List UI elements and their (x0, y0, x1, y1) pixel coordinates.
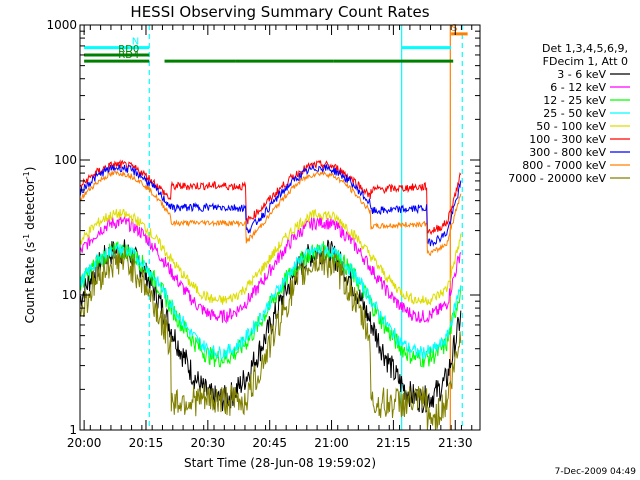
legend-entry-1: 6 - 12 keV (550, 81, 606, 94)
footer-date: 7-Dec-2009 04:49 (555, 467, 637, 477)
ylabel-sup1: -1 (22, 234, 31, 242)
x-tick-label-2: 20:30 (191, 436, 226, 450)
series-line-1 (79, 215, 462, 325)
flag-label-0: N (132, 37, 139, 48)
flag-label-2: RD4 (118, 50, 139, 61)
ylabel-end: ) (23, 167, 37, 172)
series-line-3 (79, 243, 462, 360)
legend: Det 1,3,4,5,6,9,FDecim 1, Att 03 - 6 keV… (508, 42, 630, 185)
legend-entry-7: 800 - 7000 keV (522, 159, 606, 172)
ylabel-sup2: -1 (22, 171, 31, 179)
x-tick-label-0: 20:00 (67, 436, 102, 450)
series-line-7 (79, 170, 462, 256)
legend-entry-0: 3 - 6 keV (557, 68, 606, 81)
y-tick-label-2: 100 (54, 153, 77, 167)
axes: 1 10 100 1000 20:00 20:15 20:30 20:45 21:00 21:15… (46, 18, 481, 450)
series-line-4 (79, 208, 462, 306)
y-tick-label-0: 1 (69, 423, 77, 437)
legend-entry-2: 12 - 25 keV (543, 94, 606, 107)
flag-label-1: RD0 (118, 44, 139, 55)
legend-entry-4: 50 - 100 keV (536, 120, 606, 133)
series-line-5 (80, 159, 462, 236)
y-tick-label-3: 1000 (46, 18, 77, 32)
x-tick-label-5: 21:15 (376, 436, 411, 450)
marker-lines (148, 25, 463, 430)
y-axis-label: Count Rate (s-1 detector-1) (22, 167, 37, 324)
series-line-6 (79, 164, 462, 247)
x-tick-label-3: 20:45 (252, 436, 287, 450)
y-tick-label-1: 10 (62, 288, 77, 302)
chart-title: HESSI Observing Summary Count Rates (130, 3, 429, 21)
series-lines (79, 159, 462, 431)
series-line-8 (79, 246, 462, 431)
x-tick-label-6: 21:30 (438, 436, 473, 450)
legend-header-0: Det 1,3,4,5,6,9, (542, 42, 628, 55)
x-tick-label-4: 21:00 (314, 436, 349, 450)
legend-entry-5: 100 - 300 keV (529, 133, 606, 146)
flag-label-3: S (451, 23, 457, 34)
legend-entry-3: 25 - 50 keV (543, 107, 606, 120)
ylabel-main: Count Rate (s (23, 242, 37, 324)
legend-entry-6: 300 - 800 keV (529, 146, 606, 159)
x-tick-label-1: 20:15 (129, 436, 164, 450)
x-axis-label: Start Time (28-Jun-08 19:59:02) (184, 456, 376, 470)
plot-frame (79, 24, 481, 431)
svg-text:Count Rate (s-1 detector-1): Count Rate (s-1 detector-1) (22, 167, 37, 324)
legend-header-1: FDecim 1, Att 0 (543, 55, 628, 68)
legend-entry-8: 7000 - 20000 keV (508, 172, 606, 185)
ylabel-mid: detector (23, 179, 37, 234)
